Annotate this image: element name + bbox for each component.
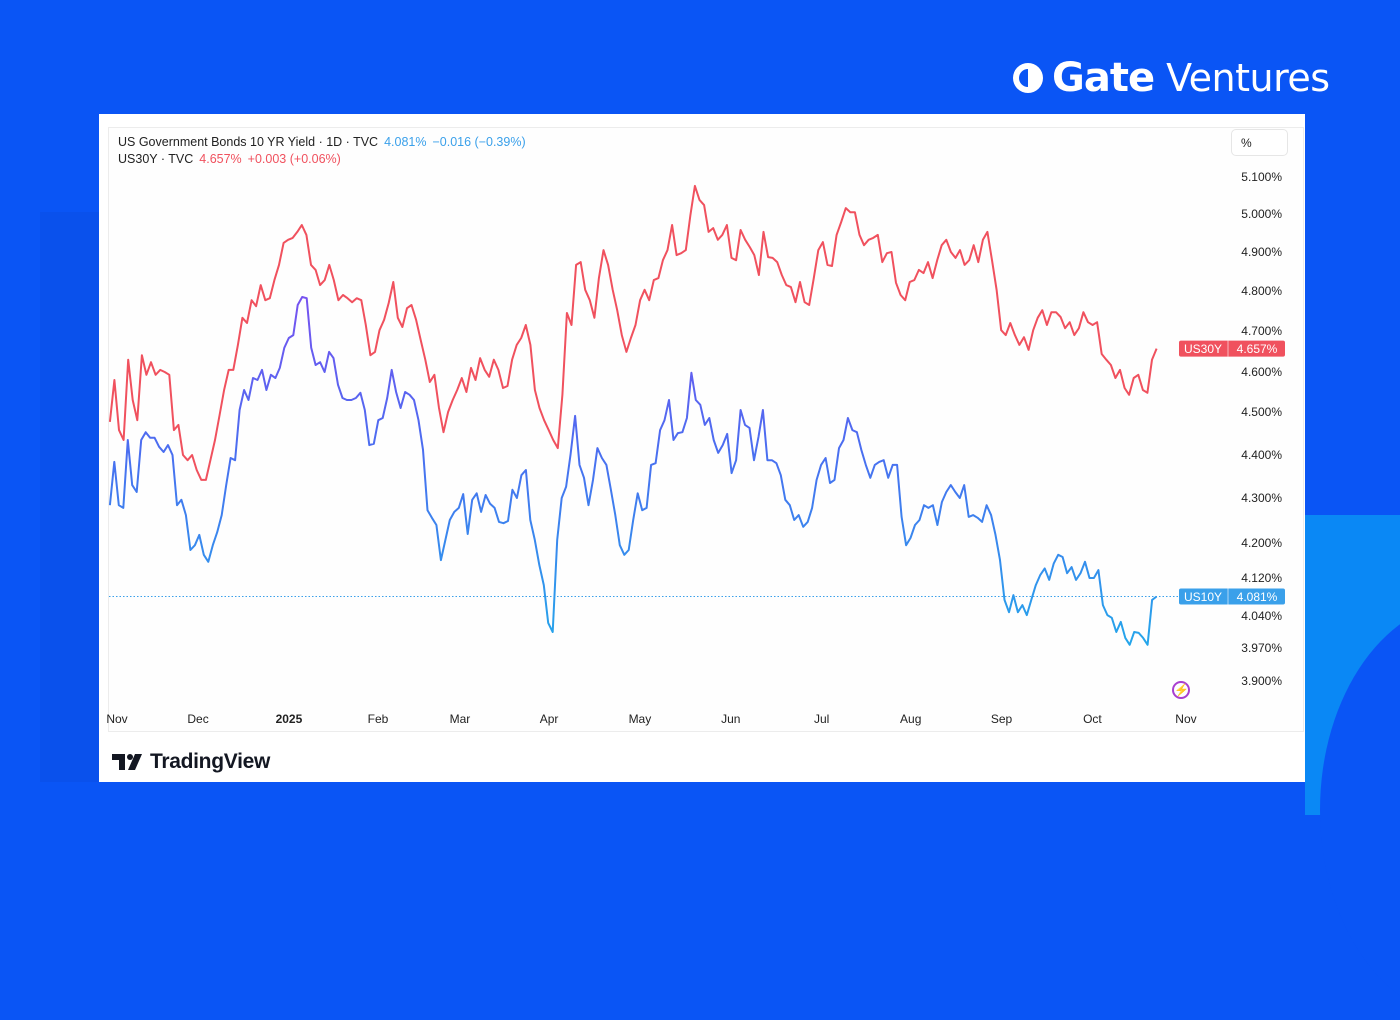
gate-ventures-logo: Gate Ventures (1010, 55, 1330, 101)
y-tick-label: 4.200% (1241, 536, 1282, 550)
chart-frame (108, 127, 1304, 732)
price-tag-us10y: US10Y 4.081% (1179, 588, 1285, 605)
x-tick-label: Apr (540, 712, 559, 726)
chart-legend: US Government Bonds 10 YR Yield · 1D · T… (118, 134, 526, 168)
y-axis[interactable]: 5.100% 5.000% 4.900% 4.800% 4.700% 4.600% 4.50… (1241, 170, 1282, 688)
yield-chart[interactable]: 5.100% 5.000% 4.900% 4.800% 4.700% 4.600% 4.50… (0, 0, 1400, 782)
price-tag-us30y: US30Y 4.657% (1179, 340, 1285, 357)
y-tick-label: 5.100% (1241, 170, 1282, 184)
brand-name-bold: Gate (1052, 55, 1155, 101)
x-tick-label: Aug (900, 712, 921, 726)
x-tick-label: Jul (814, 712, 829, 726)
background-shape-left (40, 212, 100, 782)
y-tick-label: 4.700% (1241, 324, 1282, 338)
gate-logo-icon (1013, 63, 1043, 93)
price-scale-unit-button[interactable]: % (1231, 129, 1288, 156)
y-tick-label: 3.900% (1241, 674, 1282, 688)
price-tag-value: 4.657% (1237, 342, 1278, 356)
y-tick-label: 4.600% (1241, 365, 1282, 379)
legend-price: 4.657% (199, 152, 242, 166)
tradingview-mark-icon (112, 754, 142, 770)
x-tick-label: Oct (1083, 712, 1102, 726)
legend-row-us30y[interactable]: US30Y · TVC 4.657% +0.003 (+0.06%) (118, 151, 526, 168)
y-tick-label: 3.970% (1241, 641, 1282, 655)
x-tick-label: 2025 (276, 712, 303, 726)
series-line-us30y[interactable] (108, 184, 1158, 481)
x-tick-label: Nov (1175, 712, 1196, 726)
x-tick-label: Feb (368, 712, 389, 726)
x-tick-label: May (629, 712, 652, 726)
y-tick-label: 4.300% (1241, 491, 1282, 505)
brand-name-light: Ventures (1166, 56, 1330, 100)
y-tick-label: 4.040% (1241, 609, 1282, 623)
series-line-us10y[interactable] (108, 296, 1158, 646)
x-axis[interactable]: Nov Dec 2025 Feb Mar Apr May Jun Jul Aug Sep Oct Nov (106, 712, 1196, 726)
x-tick-label: Sep (991, 712, 1013, 726)
price-tag-symbol: US30Y (1184, 342, 1222, 356)
y-tick-label: 4.900% (1241, 245, 1282, 259)
legend-change: +0.003 (+0.06%) (247, 152, 341, 166)
legend-label: US30Y · TVC (118, 152, 194, 166)
y-tick-label: 4.400% (1241, 448, 1282, 462)
tradingview-wordmark: TradingView (150, 750, 271, 773)
series-group (108, 184, 1158, 646)
x-tick-label: Mar (450, 712, 471, 726)
tradingview-logo: TradingView (112, 750, 270, 774)
price-tag-value: 4.081% (1237, 590, 1278, 604)
y-tick-label: 4.120% (1241, 571, 1282, 585)
legend-row-us10y[interactable]: US Government Bonds 10 YR Yield · 1D · T… (118, 134, 526, 151)
y-tick-label: 4.500% (1241, 405, 1282, 419)
legend-change: −0.016 (−0.39%) (432, 135, 526, 149)
y-tick-label: 5.000% (1241, 207, 1282, 221)
price-tag-symbol: US10Y (1184, 590, 1222, 604)
events-flash-icon[interactable]: ⚡ (1172, 681, 1190, 699)
x-tick-label: Nov (106, 712, 127, 726)
legend-label: US Government Bonds 10 YR Yield · 1D · T… (118, 135, 379, 149)
x-tick-label: Dec (187, 712, 208, 726)
y-tick-label: 4.800% (1241, 284, 1282, 298)
legend-price: 4.081% (384, 135, 427, 149)
x-tick-label: Jun (721, 712, 740, 726)
price-tags: US30Y 4.657% US10Y 4.081% (1179, 340, 1285, 605)
